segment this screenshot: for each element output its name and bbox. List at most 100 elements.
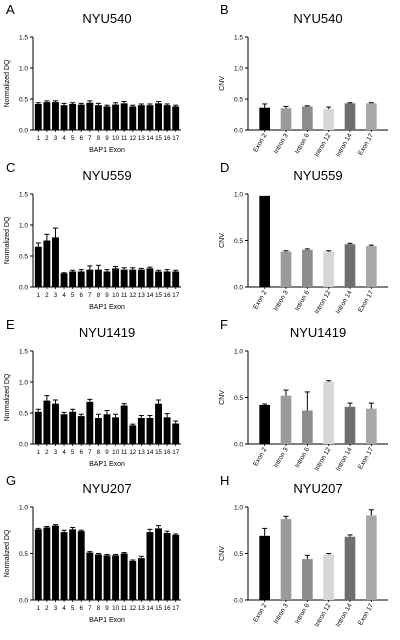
x-tick-label: 6 xyxy=(80,605,84,612)
bar xyxy=(60,414,68,444)
bar xyxy=(366,246,377,287)
x-tick-label: Exon 17 xyxy=(357,602,375,626)
bar xyxy=(129,269,137,287)
x-tick-label: 15 xyxy=(155,135,162,142)
bar xyxy=(302,559,313,600)
x-tick-label: 17 xyxy=(172,292,179,299)
bar xyxy=(52,237,59,287)
x-tick-label: 5 xyxy=(71,449,75,456)
bar xyxy=(172,106,180,130)
bar xyxy=(34,411,42,444)
x-tick-label: 11 xyxy=(121,605,128,612)
bar xyxy=(163,105,171,130)
y-tick-label: 1.0 xyxy=(19,505,28,512)
bar xyxy=(120,553,128,600)
x-tick-label: 15 xyxy=(155,605,162,612)
panel-letter: G xyxy=(6,473,16,488)
bar xyxy=(344,103,356,130)
x-tick-label: Intron 3 xyxy=(273,289,290,312)
bar xyxy=(259,535,270,600)
x-tick-label: 12 xyxy=(129,292,136,299)
x-tick-label: Exon 2 xyxy=(252,602,268,623)
x-tick-label: Intron 14 xyxy=(335,446,354,472)
y-tick-label: 1.5 xyxy=(19,35,28,42)
bar xyxy=(323,251,334,287)
x-tick-label: Intron 3 xyxy=(273,602,290,625)
panel-letter: H xyxy=(220,473,229,488)
x-tick-label: 2 xyxy=(45,449,49,456)
x-tick-label: Exon 17 xyxy=(357,132,375,156)
x-tick-label: 13 xyxy=(138,135,145,142)
x-tick-label: 13 xyxy=(138,605,145,612)
bar xyxy=(34,103,42,130)
x-tick-label: 11 xyxy=(121,135,128,142)
x-tick-label: Intron 3 xyxy=(273,132,290,155)
x-tick-label: Exon 17 xyxy=(357,446,375,470)
bar xyxy=(259,195,270,287)
bar xyxy=(137,105,145,130)
y-tick-label: 0.5 xyxy=(19,551,28,558)
x-tick-label: 11 xyxy=(121,449,128,456)
x-tick-label: 7 xyxy=(88,292,92,299)
y-tick-label: 1.5 xyxy=(234,35,243,42)
bar xyxy=(155,528,162,600)
y-tick-label: 0.5 xyxy=(234,551,243,558)
x-tick-label: 9 xyxy=(105,292,109,299)
x-tick-label: 16 xyxy=(164,605,171,612)
x-tick-label: 4 xyxy=(62,292,66,299)
bar xyxy=(344,536,356,600)
x-tick-label: 9 xyxy=(105,605,109,612)
bar xyxy=(43,527,51,600)
bar xyxy=(52,403,59,444)
bar xyxy=(302,410,313,444)
bar xyxy=(52,525,59,600)
bar xyxy=(163,533,171,600)
x-tick-label: Exon 2 xyxy=(252,289,268,310)
y-tick-label: 0.0 xyxy=(234,285,243,292)
x-tick-label: 2 xyxy=(45,292,49,299)
bar xyxy=(155,403,162,444)
y-tick-label: 0.5 xyxy=(19,411,28,418)
x-axis-label: BAP1 Exon xyxy=(89,147,125,154)
x-tick-label: 8 xyxy=(97,135,101,142)
bar xyxy=(280,519,292,600)
panel-letter: D xyxy=(220,160,229,175)
x-tick-label: 12 xyxy=(129,449,136,456)
y-tick-label: 0.5 xyxy=(234,395,243,402)
x-tick-label: 10 xyxy=(112,605,119,612)
x-tick-label: 7 xyxy=(88,135,92,142)
x-tick-label: 14 xyxy=(146,605,153,612)
bar xyxy=(280,251,292,287)
bar xyxy=(120,103,128,130)
bar xyxy=(43,240,51,287)
x-tick-label: 1 xyxy=(37,449,41,456)
bar xyxy=(34,529,42,600)
x-tick-label: Intron 6 xyxy=(294,446,311,469)
bar xyxy=(94,105,102,130)
bar xyxy=(94,554,102,600)
x-tick-label: 14 xyxy=(146,292,153,299)
x-tick-label: 13 xyxy=(138,292,145,299)
panel-letter: A xyxy=(6,2,15,17)
bar xyxy=(103,555,111,600)
bar xyxy=(60,273,68,287)
bar xyxy=(69,411,77,444)
x-tick-label: 10 xyxy=(112,449,119,456)
x-tick-label: Intron 14 xyxy=(335,602,354,628)
x-tick-label: 14 xyxy=(146,135,153,142)
panel-letter: B xyxy=(220,2,229,17)
bar xyxy=(94,417,102,444)
x-tick-label: 5 xyxy=(71,292,75,299)
bar xyxy=(86,401,94,444)
bar xyxy=(302,106,313,130)
x-tick-label: 16 xyxy=(164,449,171,456)
x-tick-label: Intron 14 xyxy=(335,289,354,315)
x-tick-label: 3 xyxy=(54,449,58,456)
bar xyxy=(163,271,171,287)
bar xyxy=(103,414,111,444)
x-tick-label: Exon 17 xyxy=(357,289,375,313)
